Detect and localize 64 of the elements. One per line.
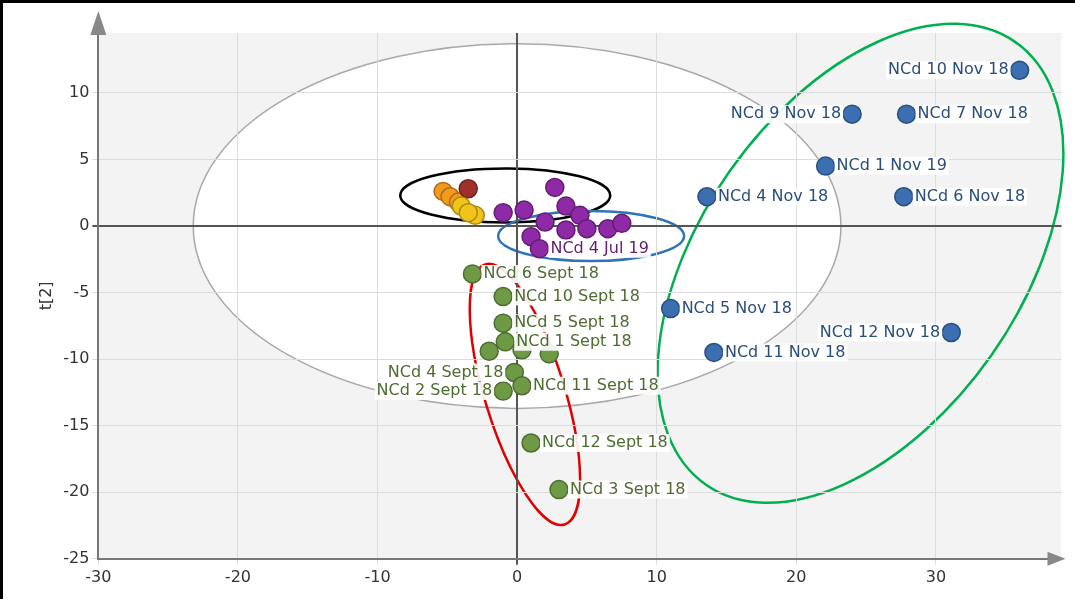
point [512, 376, 532, 396]
point [479, 341, 499, 361]
annotation: NCd 6 Nov 18 [914, 185, 1026, 205]
annotation: NCd 10 Sept 18 [514, 285, 640, 305]
point [842, 104, 862, 124]
x-tick-label: 0 [512, 566, 523, 586]
point [697, 186, 717, 207]
point [894, 186, 914, 207]
annotation: NCd 6 Sept 18 [483, 263, 599, 283]
annotation: NCd 5 Nov 18 [681, 297, 792, 317]
x-tick-label: -20 [224, 566, 251, 586]
annotation: NCd 1 Sept 18 [516, 330, 632, 350]
annotation: NCd 1 Nov 19 [836, 155, 947, 175]
point [941, 322, 961, 343]
x-tick-label: -30 [85, 566, 112, 586]
point [529, 238, 550, 259]
point [535, 212, 555, 232]
point [1009, 60, 1030, 81]
y-tick-label: -25 [63, 547, 90, 567]
point [556, 196, 576, 216]
point [462, 264, 483, 284]
y-tick-label: -10 [63, 348, 90, 368]
annotation: NCd 10 Nov 18 [888, 59, 1009, 79]
point [458, 202, 478, 223]
y-tick-label: -20 [63, 481, 90, 501]
point [495, 332, 515, 352]
point [660, 298, 681, 319]
x-tick-label: -10 [364, 566, 391, 586]
annotation: NCd 11 Sept 18 [532, 374, 659, 394]
x-tick-label: 30 [925, 566, 947, 586]
annotation: NCd 7 Nov 18 [917, 103, 1028, 123]
x-tick-label: 10 [646, 566, 667, 586]
annotation: NCd 9 Nov 18 [730, 103, 842, 123]
point [493, 313, 513, 333]
point [612, 213, 632, 234]
point [549, 479, 569, 500]
point [493, 286, 513, 307]
y-tick-label: 10 [68, 82, 90, 102]
y-axis-title: t[2] [35, 281, 55, 311]
annotation: NCd 4 Nov 18 [717, 185, 829, 205]
annotation: NCd 4 Jul 19 [550, 237, 649, 257]
annotation: NCd 12 Nov 18 [819, 321, 941, 341]
point [514, 200, 534, 220]
annotation: NCd 5 Sept 18 [514, 312, 630, 332]
annotation: NCd 4 Sept 18 [387, 361, 504, 381]
annotation: NCd 2 Sept 18 [376, 380, 493, 400]
y-tick-label: -5 [73, 281, 90, 301]
point [556, 220, 576, 240]
point [577, 218, 597, 239]
point [545, 177, 565, 198]
point [896, 104, 917, 124]
y-tick-label: 0 [79, 215, 90, 235]
y-tick-label: 5 [79, 148, 90, 168]
point [493, 202, 513, 223]
annotation: NCd 12 Sept 18 [542, 432, 668, 452]
point [704, 342, 724, 363]
point [815, 156, 836, 176]
point [493, 381, 513, 401]
annotation: NCd 11 Nov 18 [724, 341, 846, 361]
x-tick-label: 20 [786, 566, 807, 586]
point [521, 433, 541, 453]
point [458, 178, 478, 199]
y-tick-label: -15 [63, 414, 90, 434]
annotation: NCd 3 Sept 18 [569, 478, 686, 498]
